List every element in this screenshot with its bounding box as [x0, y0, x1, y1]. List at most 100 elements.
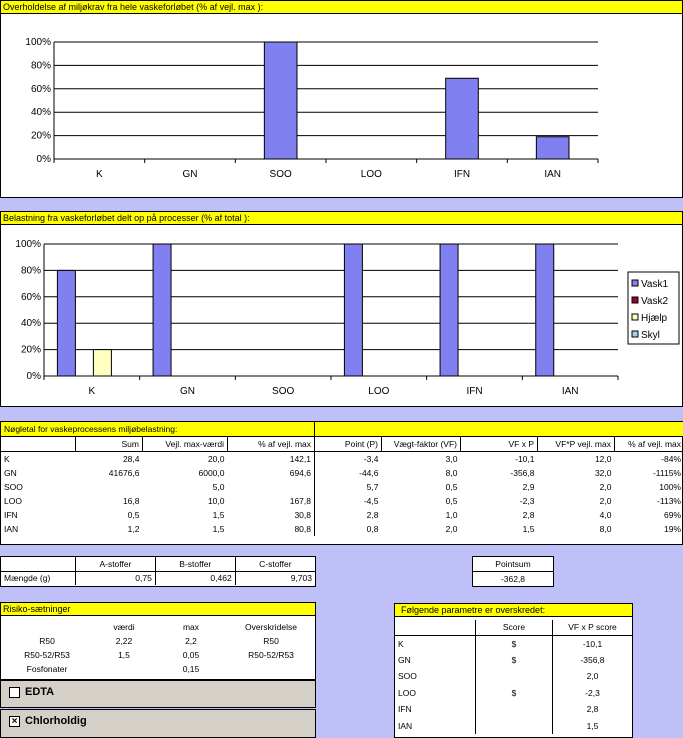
params-score — [475, 717, 553, 734]
risiko-max: 0,15 — [182, 664, 200, 674]
keytable-cell: -44,6 — [359, 468, 379, 478]
x-tick-label: IFN — [466, 386, 482, 397]
keytable-cell: -84% — [661, 454, 681, 464]
params-label: LOO — [395, 684, 476, 701]
keytable-cell: 41676,6 — [108, 468, 140, 478]
keytable-cell: 2,0 — [599, 496, 612, 506]
legend-label: Hjælp — [641, 313, 668, 324]
chart2-panel: Belastning fra vaskeforløbet delt op på … — [0, 211, 683, 407]
chlorholdig-checkbox-box[interactable]: × — [9, 716, 20, 727]
y-tick-label: 40% — [31, 107, 51, 118]
risiko-max: 0,05 — [182, 650, 200, 660]
risiko-over: R50 — [263, 636, 279, 646]
keytable-cell: 1,5 — [522, 524, 535, 534]
keytable-cell: 694,6 — [227, 466, 315, 480]
risiko-label: R50-52/R53 — [24, 650, 70, 660]
keytable-cell: 12,0 — [594, 454, 612, 464]
keytable-cell: 28,4 — [122, 454, 140, 464]
keytable-cell: 1,0 — [445, 510, 458, 520]
keytable-cell: 2,9 — [522, 482, 535, 492]
keytable-row-label: K — [4, 454, 10, 464]
keytable-cell: 0,5 — [127, 510, 140, 520]
keytable-panel: Nøgletal for vaskeprocessens miljøbelast… — [0, 421, 683, 545]
keytable-row: K 28,4 20,0 142,1 -3,4 3,0 -10,1 12,0 -84% — [1, 451, 683, 466]
edta-checkbox[interactable]: EDTA — [0, 680, 316, 708]
params-score: $ — [475, 635, 553, 652]
x-tick-label: LOO — [368, 386, 389, 397]
keytable-cell: 1,2 — [127, 524, 140, 534]
risiko-label: R50 — [39, 636, 55, 646]
risiko-vaerdi: 1,5 — [118, 650, 130, 660]
params-score: $ — [475, 684, 553, 701]
params-label: K — [395, 635, 476, 652]
keytable-row: LOO 16,8 10,0 167,8 -4,5 0,5 -2,3 2,0 -113% — [1, 494, 683, 508]
risiko-panel: Risiko-sætninger værdi max Overskridelse… — [0, 602, 316, 680]
keytable-row-label: GN — [4, 468, 17, 478]
legend-label: Vask2 — [641, 296, 668, 307]
keytable-cell: 10,0 — [207, 496, 225, 506]
keytable-cell: 5,7 — [366, 482, 379, 492]
keytable-cell: 69% — [663, 510, 681, 520]
y-tick-label: 100% — [25, 37, 51, 48]
params-label: IFN — [395, 701, 476, 718]
chlorholdig-checkbox[interactable]: × Chlorholdig — [0, 709, 316, 738]
keytable-row: GN 41676,6 6000,0 694,6 -44,6 8,0 -356,8 32,0 -1… — [1, 466, 683, 480]
keytable-cell: 4,0 — [599, 510, 612, 520]
risiko-row: Fosfonater 0,15 — [1, 662, 315, 676]
keytable-header-row: Sum Vejl. max-værdi % af vejl. max Point… — [1, 436, 683, 452]
keytable-cell: 142,1 — [227, 451, 315, 466]
params-vfp: 2,0 — [586, 671, 599, 682]
keytable-cell: 0,5 — [445, 496, 458, 506]
pointsum-label: Pointsum — [473, 557, 553, 572]
params-row: SOO 2,0 — [395, 668, 632, 685]
risiko-table: værdi max Overskridelse R50 2,22 2,2 R50 R50… — [1, 620, 315, 676]
chart2-title: Belastning fra vaskeforløbet delt op på … — [1, 212, 682, 225]
stoffer-header: C-stoffer — [235, 557, 315, 572]
legend-swatch — [631, 330, 639, 338]
x-tick-label: SOO — [270, 169, 292, 180]
bar-vask1 — [343, 243, 363, 377]
params-vfp: 1,5 — [586, 720, 599, 731]
bar — [445, 77, 479, 160]
keytable-row: SOO 5,0 5,7 0,5 2,9 2,0 100% — [1, 480, 683, 494]
risiko-row: R50-52/R53 1,5 0,05 R50-52/R53 — [1, 648, 315, 662]
y-tick-label: 0% — [27, 371, 42, 382]
keytable-cell: 19% — [663, 524, 681, 534]
stoffer-row-label: Mængde (g) — [1, 571, 76, 585]
stoffer-value: 0,75 — [75, 571, 156, 585]
stoffer-panel: A-stoffer B-stoffer C-stoffer Mængde (g)… — [0, 556, 316, 587]
keytable-header: % af vejl. max — [614, 436, 683, 452]
keytable-cell: -113% — [657, 496, 681, 506]
risiko-header: Overskridelse — [245, 622, 297, 632]
bar — [535, 136, 570, 160]
params-table: Score VF x P score K $ -10,1 GN $ -356,8 SOO 2,… — [395, 620, 632, 734]
keytable-cell: 2,0 — [445, 524, 458, 534]
keytable-row-label: IAN — [4, 524, 19, 534]
params-vfp: -356,8 — [580, 654, 605, 665]
chart2-plot: 0% 20% 40% 60% 80% 100% K GN SOO LOO IFN IAN Vask1 Va… — [15, 239, 680, 397]
params-header: VF x P score — [552, 620, 632, 636]
params-header: Score — [475, 620, 553, 636]
stoffer-table: A-stoffer B-stoffer C-stoffer Mængde (g)… — [1, 557, 315, 585]
keytable-cell: 2,8 — [522, 510, 535, 520]
chart1-panel: Overholdelse af miljøkrav fra hele vaske… — [0, 0, 683, 198]
keytable-header: Vægt-faktor (VF) — [381, 436, 461, 452]
keytable-cell: 167,8 — [227, 494, 315, 508]
keytable-cell: 0,5 — [445, 482, 458, 492]
pointsum-value: -362,8 — [500, 574, 526, 584]
keytable-header: VF*P vejl. max — [537, 436, 615, 452]
params-label: SOO — [395, 668, 476, 685]
x-tick-label: K — [88, 386, 95, 397]
x-tick-label: GN — [180, 386, 195, 397]
x-tick-label: IFN — [454, 169, 470, 180]
keytable-title: Nøgletal for vaskeprocessens miljøbelast… — [1, 422, 315, 437]
edta-checkbox-box[interactable] — [9, 687, 20, 698]
params-title: Følgende parametre er overskredet: — [395, 604, 632, 617]
stoffer-header: B-stoffer — [155, 557, 236, 572]
x-tick-label: K — [96, 169, 103, 180]
params-row: GN $ -356,8 — [395, 651, 632, 668]
x-tick-label: IAN — [562, 386, 579, 397]
params-row: K $ -10,1 — [395, 635, 632, 652]
x-tick-label: LOO — [361, 169, 382, 180]
params-label: IAN — [395, 717, 476, 734]
